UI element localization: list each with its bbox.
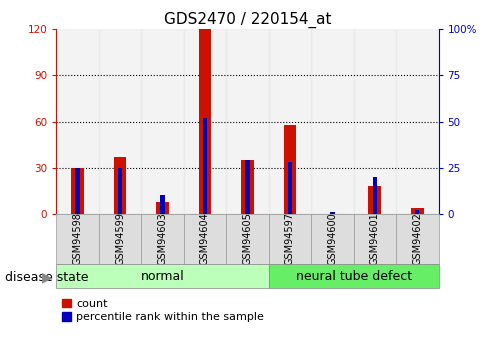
Bar <box>396 29 439 214</box>
Bar <box>269 29 311 214</box>
Bar <box>184 29 226 214</box>
Bar <box>198 29 211 214</box>
Bar <box>203 118 207 214</box>
Text: GSM94597: GSM94597 <box>285 213 295 265</box>
Text: neural tube defect: neural tube defect <box>295 269 412 283</box>
Bar <box>373 177 377 214</box>
Bar <box>311 29 354 214</box>
Text: GSM94600: GSM94600 <box>327 213 338 265</box>
FancyBboxPatch shape <box>141 214 184 264</box>
Bar <box>288 162 292 214</box>
FancyBboxPatch shape <box>226 214 269 264</box>
Bar <box>226 29 269 214</box>
Bar <box>75 168 80 214</box>
Bar <box>56 29 99 214</box>
Title: GDS2470 / 220154_at: GDS2470 / 220154_at <box>164 12 331 28</box>
Bar <box>241 160 254 214</box>
Text: disease state: disease state <box>5 271 88 284</box>
FancyBboxPatch shape <box>99 214 141 264</box>
Bar <box>141 29 184 214</box>
Text: GSM94604: GSM94604 <box>200 213 210 265</box>
Bar <box>415 210 419 214</box>
Bar <box>330 212 335 214</box>
Bar <box>99 29 141 214</box>
Legend: count, percentile rank within the sample: count, percentile rank within the sample <box>62 299 264 322</box>
Bar <box>284 125 296 214</box>
Bar <box>156 201 169 214</box>
Text: normal: normal <box>141 269 184 283</box>
Bar <box>354 29 396 214</box>
FancyBboxPatch shape <box>354 214 396 264</box>
Text: GSM94601: GSM94601 <box>370 213 380 265</box>
Text: GSM94603: GSM94603 <box>157 213 168 265</box>
Bar <box>71 168 84 214</box>
Bar <box>368 186 381 214</box>
Bar <box>114 157 126 214</box>
Bar <box>118 168 122 214</box>
FancyBboxPatch shape <box>56 214 99 264</box>
Text: GSM94605: GSM94605 <box>243 213 252 265</box>
Bar <box>160 195 165 214</box>
FancyBboxPatch shape <box>311 214 354 264</box>
FancyBboxPatch shape <box>56 264 269 288</box>
FancyBboxPatch shape <box>184 214 226 264</box>
FancyBboxPatch shape <box>269 264 439 288</box>
Bar <box>411 208 424 214</box>
FancyBboxPatch shape <box>396 214 439 264</box>
Text: ▶: ▶ <box>42 271 53 285</box>
Text: GSM94602: GSM94602 <box>412 213 422 265</box>
Bar <box>245 160 249 214</box>
FancyBboxPatch shape <box>269 214 311 264</box>
Text: GSM94599: GSM94599 <box>115 213 125 265</box>
Text: GSM94598: GSM94598 <box>73 213 83 265</box>
